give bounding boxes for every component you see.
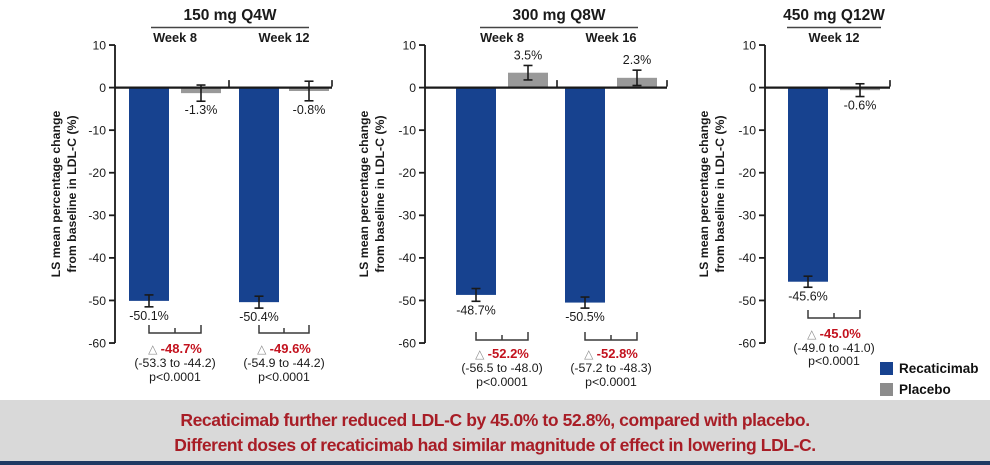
value-label: -45.6% [788,289,828,303]
y-tick-label: -40 [88,251,106,265]
value-label: -50.5% [565,310,605,324]
comparison-bracket [148,325,202,334]
y-tick-label: -50 [88,294,106,308]
value-label: -0.8% [293,103,326,117]
week-label: Week 12 [809,30,860,45]
delta-label: △ -49.6% [257,341,311,356]
ldl-c-bar-chart: -50.1% -1.3% -50.4% -0.8% 10 0 -10 -20 -30 -40 -50… [49,7,891,389]
bar-recaticimab [565,87,605,303]
p-value-label: p<0.0001 [808,354,860,368]
week-label: Week 16 [586,30,637,45]
y-tick-label: -10 [398,123,416,137]
y-axis-label: from baseline in LDL-C (%) [713,115,727,272]
y-tick-label: -50 [738,294,756,308]
y-axis-label: LS mean percentage change [357,110,371,277]
delta-label: △ -45.0% [807,326,861,341]
summary-line-1: Recaticimab further reduced LDL-C by 45.… [180,410,810,430]
y-axis-label: LS mean percentage change [49,110,63,277]
y-tick-label: 10 [92,38,106,52]
y-tick-label: -10 [88,123,106,137]
bar-recaticimab [456,87,496,295]
y-axis-label: LS mean percentage change [697,110,711,277]
y-tick-label: 0 [749,81,756,95]
ci-label: (-53.3 to -44.2) [134,356,215,370]
value-label: 3.5% [514,48,543,62]
y-tick-label: -60 [738,336,756,350]
comparison-bracket [475,332,529,341]
comparison-bracket [258,325,310,334]
bar-recaticimab [239,87,279,303]
legend-label-recaticimab: Recaticimab [899,361,979,376]
comparison-bracket [584,332,638,341]
y-tick-label: -20 [738,166,756,180]
y-tick-label: -30 [88,209,106,223]
y-tick-label: -20 [88,166,106,180]
y-tick-label: -60 [398,336,416,350]
delta-label: △ -52.8% [584,346,638,361]
y-tick-label: -20 [398,166,416,180]
bottom-strip [0,461,990,465]
y-tick-label: -30 [738,209,756,223]
y-tick-label: -10 [738,123,756,137]
legend-label-placebo: Placebo [899,382,951,397]
y-axis-label: from baseline in LDL-C (%) [65,115,79,272]
p-value-label: p<0.0001 [149,370,201,384]
y-tick-label: -30 [398,209,416,223]
ci-label: (-54.9 to -44.2) [243,356,324,370]
y-tick-label: -50 [398,294,416,308]
delta-label: △ -48.7% [148,341,202,356]
value-label: 2.3% [623,53,652,67]
y-axis-label: from baseline in LDL-C (%) [373,115,387,272]
y-tick-label: 0 [409,81,416,95]
y-tick-label: -40 [738,251,756,265]
week-label: Week 12 [259,30,310,45]
week-label: Week 8 [480,30,524,45]
placebo-swatch-icon [880,383,893,396]
panel-title: 150 mg Q4W [183,7,276,24]
y-tick-label: 10 [402,38,416,52]
recaticimab-swatch-icon [880,362,893,375]
comparison-bracket [807,310,861,319]
bar-recaticimab [129,87,169,301]
week-label: Week 8 [153,30,197,45]
value-label: -1.3% [185,103,218,117]
value-label: -50.4% [239,310,279,324]
y-tick-label: 10 [742,38,756,52]
ci-label: (-57.2 to -48.3) [570,361,651,375]
legend-item-recaticimab: Recaticimab [880,361,979,376]
p-value-label: p<0.0001 [476,375,528,389]
p-value-label: p<0.0001 [258,370,310,384]
p-value-label: p<0.0001 [585,375,637,389]
y-tick-label: -60 [88,336,106,350]
summary-line-2: Different doses of recaticimab had simil… [174,435,816,455]
bar-recaticimab [788,87,828,282]
value-label: -0.6% [844,99,877,113]
ci-label: (-56.5 to -48.0) [461,361,542,375]
value-label: -48.7% [456,303,496,317]
legend-item-placebo: Placebo [880,382,979,397]
ci-label: (-49.0 to -41.0) [793,341,874,355]
delta-label: △ -52.2% [475,346,529,361]
y-tick-label: 0 [99,81,106,95]
panel-title: 300 mg Q8W [512,7,605,24]
panel-title: 450 mg Q12W [783,7,885,24]
y-tick-label: -40 [398,251,416,265]
legend: Recaticimab Placebo [880,361,979,397]
value-label: -50.1% [129,309,169,323]
summary-banner: Recaticimab further reduced LDL-C by 45.… [0,400,990,461]
